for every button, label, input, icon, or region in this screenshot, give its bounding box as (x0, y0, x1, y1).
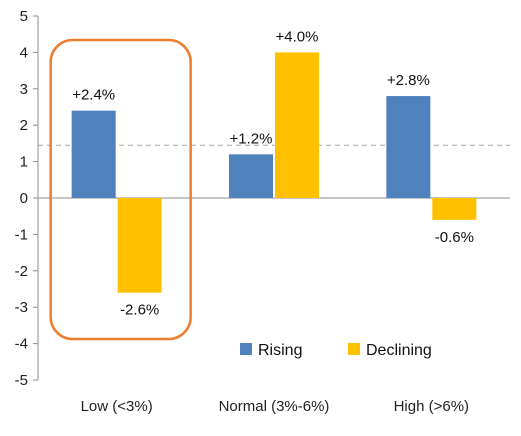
category-label: Normal (3%-6%) (219, 398, 330, 415)
legend-label-rising: Rising (258, 342, 302, 359)
category-label: High (>6%) (394, 398, 469, 415)
bar-rising (71, 110, 116, 198)
data-label: -0.6% (435, 229, 474, 246)
axes-layer: 5 4 3 2 1 0 -1 -2 -3 -4 -5 Low (<3%) Normal (3%-6%) H… (15, 8, 510, 415)
y-tick-label: 4 (20, 44, 28, 61)
data-label: +2.8% (387, 72, 430, 89)
data-label: +1.2% (230, 130, 273, 147)
y-tick-label: 2 (20, 117, 28, 134)
y-tick-label: -4 (15, 336, 28, 353)
y-tick-label: 5 (20, 8, 28, 25)
y-tick-label: 3 (20, 81, 28, 98)
y-tick-label: 1 (20, 154, 28, 171)
highlight-box (49, 38, 192, 341)
bar-declining (432, 198, 477, 220)
highlight-layer (49, 38, 192, 341)
bar-declining (275, 52, 319, 199)
bar-declining (117, 198, 162, 293)
data-label: +4.0% (276, 28, 319, 45)
data-label: -2.6% (120, 302, 159, 319)
y-tick-label: -2 (15, 263, 28, 280)
legend-swatch-rising (240, 343, 252, 355)
legend-swatch-declining (348, 343, 360, 355)
legend-label-declining: Declining (366, 342, 432, 359)
y-tick-label: -5 (15, 372, 28, 389)
bars-layer (71, 52, 477, 293)
bar-rising (229, 154, 273, 198)
legend: Rising Declining (240, 342, 432, 359)
category-label: Low (<3%) (81, 398, 153, 415)
data-labels-layer: +2.4% +1.2% +2.8% -2.6% +4.0% -0.6% (72, 28, 474, 318)
data-label: +2.4% (72, 87, 115, 104)
y-tick-label: -3 (15, 299, 28, 316)
bar-rising (386, 96, 431, 198)
y-tick-label: -1 (15, 226, 28, 243)
y-tick-label: 0 (20, 190, 28, 207)
